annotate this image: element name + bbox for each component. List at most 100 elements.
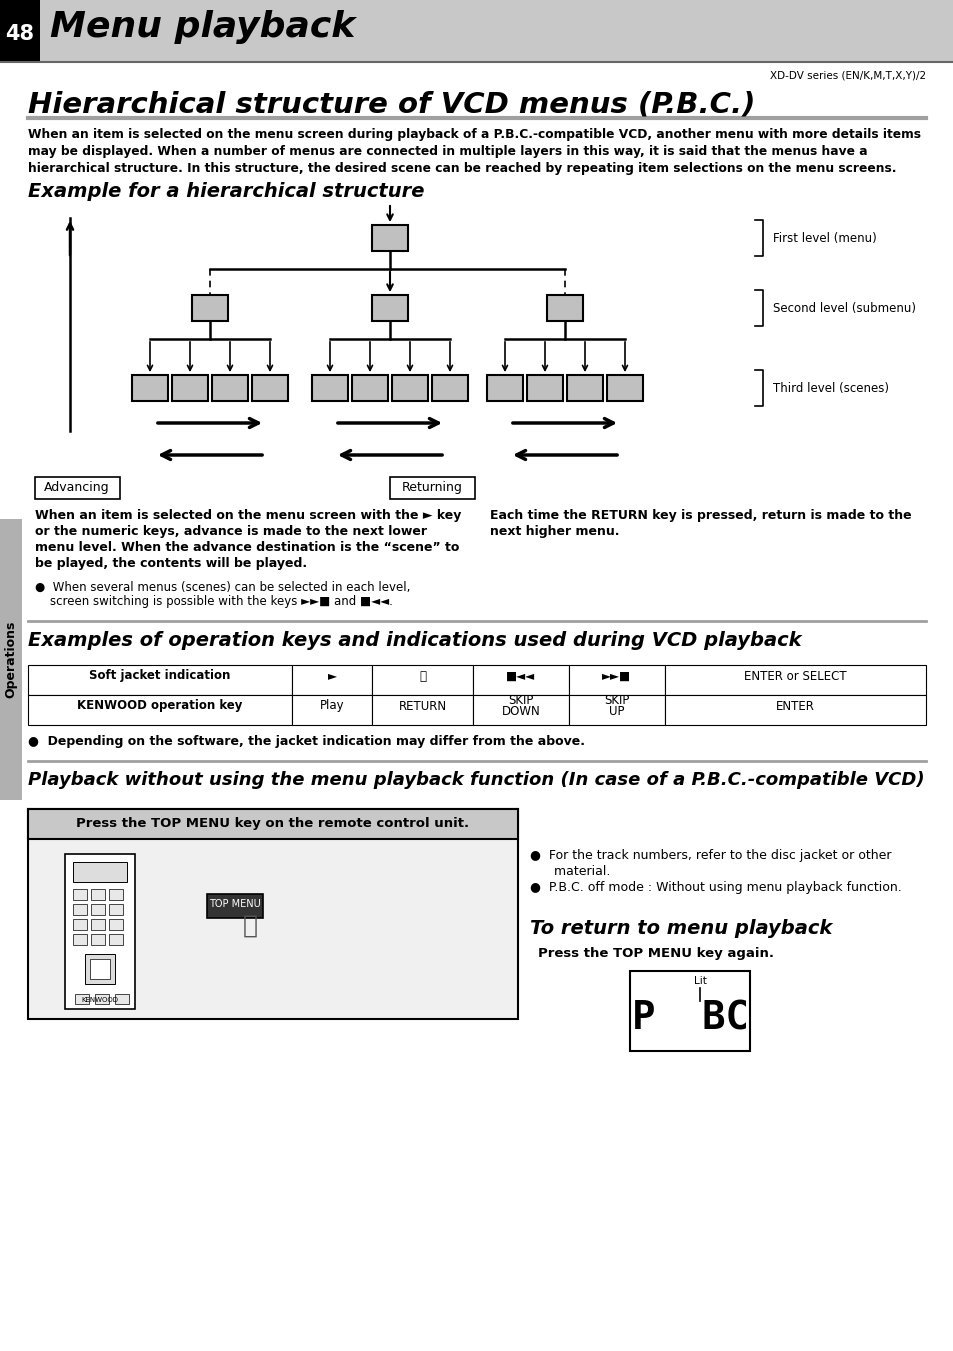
Text: hierarchical structure. In this structure, the desired scene can be reached by r: hierarchical structure. In this structur… (28, 162, 896, 176)
Bar (73, 889, 87, 900)
Text: Menu playback: Menu playback (50, 9, 355, 45)
Text: UP: UP (609, 705, 624, 717)
Bar (91, 904, 105, 915)
Bar (526, 376, 562, 401)
Bar (473, 694, 568, 725)
Text: Hierarchical structure of VCD menus (P.B.C.): Hierarchical structure of VCD menus (P.B… (28, 91, 755, 118)
Text: ●  For the track numbers, refer to the disc jacket or other: ● For the track numbers, refer to the di… (530, 848, 890, 862)
Bar (28, 694, 292, 725)
Bar (85, 954, 115, 984)
Text: screen switching is possible with the keys ►►■ and ■◄◄.: screen switching is possible with the ke… (35, 594, 393, 608)
Bar (372, 665, 473, 694)
Bar (28, 809, 517, 1019)
Bar (35, 477, 120, 499)
Bar (0, 0, 953, 62)
Bar (312, 376, 348, 401)
Bar (292, 665, 372, 694)
Bar (91, 919, 105, 929)
Text: Soft jacket indication: Soft jacket indication (90, 670, 231, 682)
Bar (115, 994, 129, 1004)
Text: When an item is selected on the menu screen with the ► key: When an item is selected on the menu scr… (35, 509, 461, 521)
Text: DOWN: DOWN (501, 705, 539, 717)
Text: Operations: Operations (5, 621, 17, 698)
Text: Examples of operation keys and indications used during VCD playback: Examples of operation keys and indicatio… (28, 631, 801, 650)
Text: material.: material. (530, 865, 610, 878)
Text: Lit: Lit (693, 975, 706, 986)
Text: ●  Depending on the software, the jacket indication may differ from the above.: ● Depending on the software, the jacket … (28, 735, 584, 748)
Bar (664, 694, 925, 725)
Text: Press the TOP MENU key on the remote control unit.: Press the TOP MENU key on the remote con… (76, 817, 469, 830)
Bar (73, 934, 87, 944)
Text: When an item is selected on the menu screen during playback of a P.B.C.-compatib: When an item is selected on the menu scr… (28, 128, 920, 141)
Text: KENWOOD operation key: KENWOOD operation key (77, 700, 242, 712)
Text: 48: 48 (6, 24, 34, 45)
Text: ●  P.B.C. off mode : Without using menu playback function.: ● P.B.C. off mode : Without using menu p… (530, 881, 901, 894)
Bar (372, 295, 408, 322)
Text: Advancing: Advancing (44, 481, 110, 494)
Text: P  BC: P BC (631, 998, 748, 1038)
Text: ■◄◄: ■◄◄ (506, 670, 535, 682)
Text: Playback without using the menu playback function (In case of a P.B.C.-compatibl: Playback without using the menu playback… (28, 771, 923, 789)
Text: SKIP: SKIP (508, 694, 533, 707)
Text: ●  When several menus (scenes) can be selected in each level,: ● When several menus (scenes) can be sel… (35, 581, 410, 594)
Bar (91, 889, 105, 900)
Bar (90, 959, 110, 979)
Bar (252, 376, 288, 401)
Bar (95, 994, 109, 1004)
Text: SKIP: SKIP (603, 694, 629, 707)
Bar (212, 376, 248, 401)
Text: Each time the RETURN key is pressed, return is made to the: Each time the RETURN key is pressed, ret… (490, 509, 911, 521)
Text: Third level (scenes): Third level (scenes) (772, 382, 888, 394)
Text: ENTER: ENTER (775, 700, 814, 712)
Bar (486, 376, 522, 401)
Text: or the numeric keys, advance is made to the next lower: or the numeric keys, advance is made to … (35, 526, 427, 538)
Text: To return to menu playback: To return to menu playback (530, 919, 832, 938)
Bar (109, 934, 123, 944)
Bar (0, 0, 40, 62)
Bar (73, 862, 127, 882)
Bar (606, 376, 642, 401)
Bar (65, 854, 135, 1009)
Text: ►►■: ►►■ (601, 670, 631, 682)
Text: menu level. When the advance destination is the “scene” to: menu level. When the advance destination… (35, 540, 459, 554)
Bar (432, 376, 468, 401)
Bar (568, 665, 664, 694)
Bar (352, 376, 388, 401)
Text: Example for a hierarchical structure: Example for a hierarchical structure (28, 182, 424, 201)
Text: Returning: Returning (401, 481, 462, 494)
Text: may be displayed. When a number of menus are connected in multiple layers in thi: may be displayed. When a number of menus… (28, 145, 866, 158)
Text: 👍: 👍 (242, 915, 257, 938)
Bar (629, 971, 749, 1051)
Text: KENWOOD: KENWOOD (81, 997, 118, 1002)
Text: ►: ► (327, 670, 336, 682)
Text: Second level (submenu): Second level (submenu) (772, 303, 915, 315)
Bar (473, 665, 568, 694)
Bar (109, 919, 123, 929)
Bar (392, 376, 428, 401)
Bar (372, 694, 473, 725)
Text: First level (menu): First level (menu) (772, 232, 876, 245)
Text: next higher menu.: next higher menu. (490, 526, 618, 538)
Bar (546, 295, 582, 322)
Text: 🎵: 🎵 (418, 670, 426, 682)
Text: ENTER or SELECT: ENTER or SELECT (743, 670, 846, 682)
Bar (292, 694, 372, 725)
Bar (664, 665, 925, 694)
Bar (75, 994, 89, 1004)
Bar (73, 904, 87, 915)
Text: Press the TOP MENU key again.: Press the TOP MENU key again. (537, 947, 773, 961)
Bar (91, 934, 105, 944)
Bar (207, 894, 263, 917)
Bar (28, 665, 292, 694)
Bar (73, 919, 87, 929)
Bar (566, 376, 602, 401)
Text: be played, the contents will be played.: be played, the contents will be played. (35, 557, 307, 570)
Bar (28, 809, 517, 839)
Bar (172, 376, 208, 401)
Bar (132, 376, 168, 401)
Bar (372, 226, 408, 251)
Bar (109, 904, 123, 915)
Bar (568, 694, 664, 725)
Bar (192, 295, 228, 322)
Text: RETURN: RETURN (398, 700, 446, 712)
